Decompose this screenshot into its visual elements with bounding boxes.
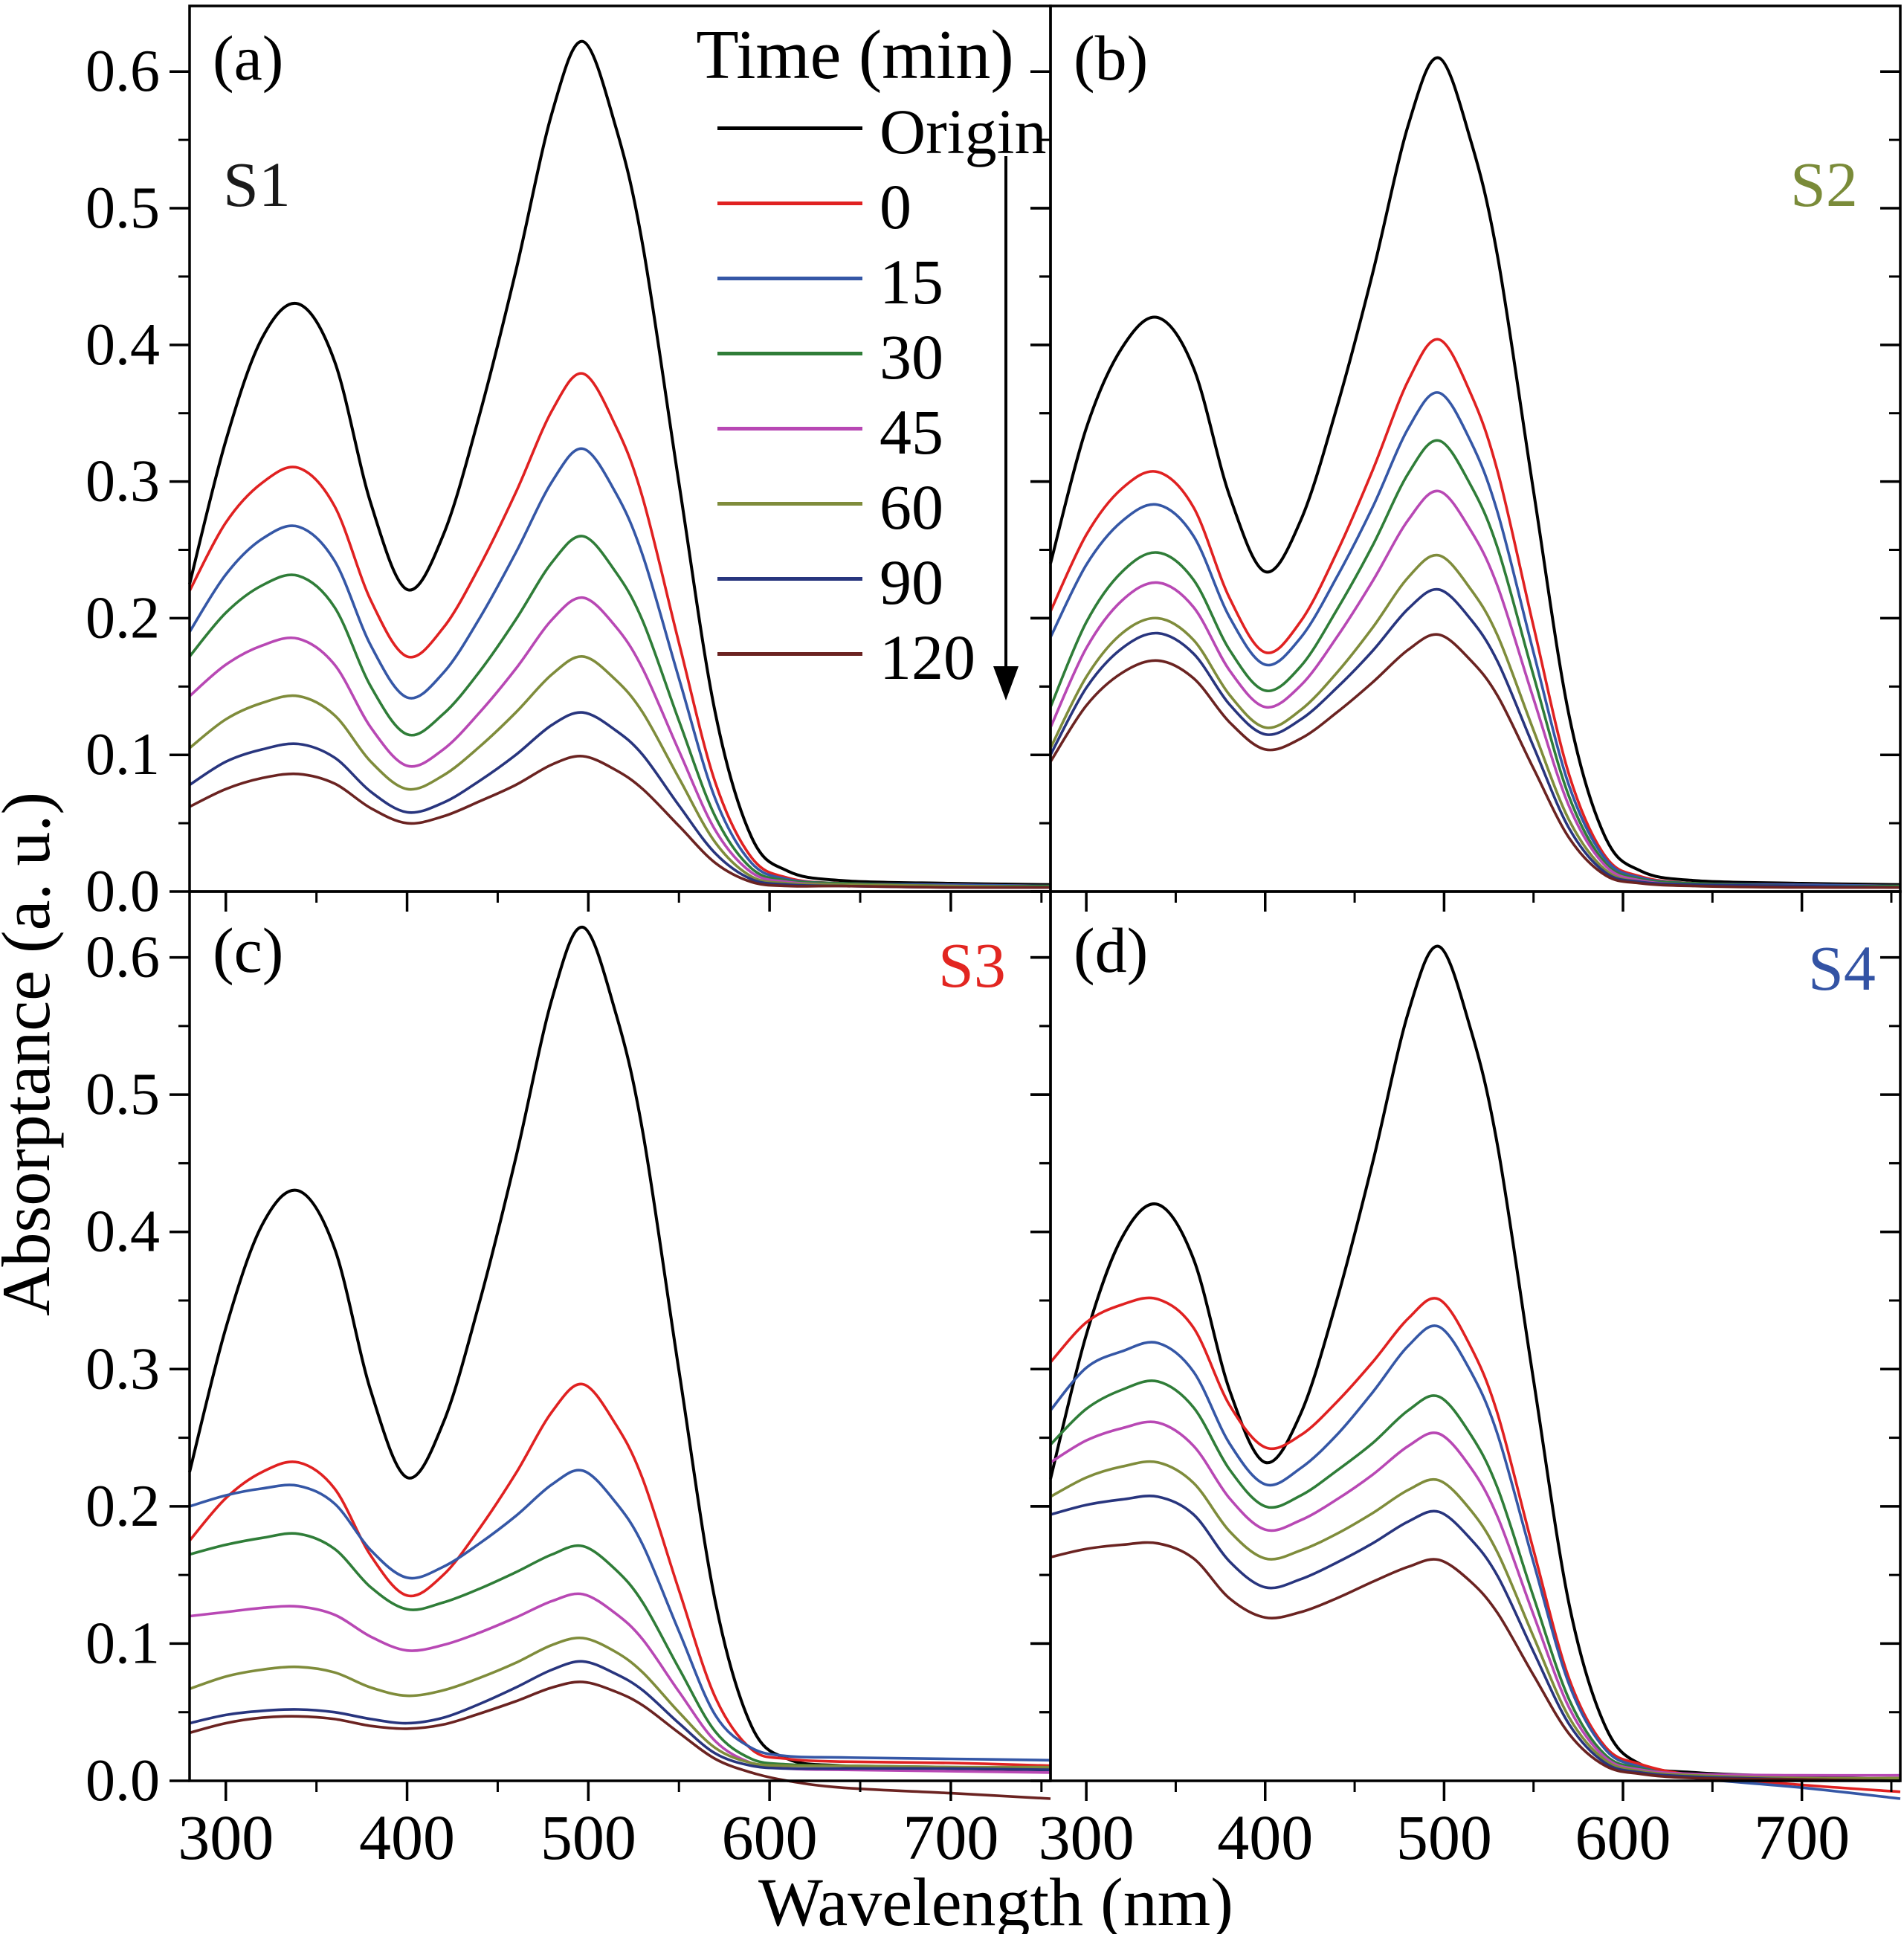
curve-c-Origin	[188, 926, 1051, 1772]
y-tick-label: 0.5	[85, 175, 160, 241]
x-tick-label: 500	[540, 1802, 636, 1873]
panel-letter-b: (b)	[1074, 22, 1149, 94]
y-tick-label: 0.6	[85, 925, 160, 990]
curve-d-Origin	[1049, 944, 1901, 1782]
curve-b-120	[1049, 633, 1901, 889]
curve-a-120	[189, 755, 1051, 889]
curve-c-0	[188, 1382, 1051, 1767]
legend-entry-Origin: Origin	[684, 91, 1047, 167]
curve-b-Origin	[1049, 56, 1901, 886]
sample-label-s3: S3	[938, 929, 1006, 1001]
x-tick-label: 300	[178, 1802, 274, 1873]
y-tick-label: 0.0	[85, 859, 160, 924]
legend-line-swatch	[717, 502, 862, 506]
y-tick-label: 0.3	[85, 1336, 160, 1402]
y-tick-label: 0.5	[85, 1062, 160, 1127]
curve-a-15	[188, 447, 1051, 888]
legend-entry-60: 60	[684, 466, 1033, 543]
curve-d-15	[1049, 1324, 1901, 1800]
x-tick-label: 600	[722, 1802, 818, 1873]
curve-c-60	[189, 1636, 1051, 1769]
legend-entry-15: 15	[684, 241, 1033, 318]
x-tick-label: 500	[1396, 1802, 1492, 1873]
panel-frame-d	[1049, 890, 1902, 1782]
sample-label-s4: S4	[1808, 932, 1876, 1004]
legend-entry-label: 60	[880, 471, 943, 543]
curve-b-15	[1049, 391, 1901, 888]
legend-entry-90: 90	[684, 541, 1033, 618]
y-tick-label: 0.4	[85, 1199, 160, 1265]
curve-d-60	[1050, 1460, 1901, 1780]
legend-line-swatch	[717, 427, 862, 431]
legend-entry-label: 15	[880, 246, 943, 318]
curve-d-0	[1049, 1296, 1901, 1793]
legend-entry-45: 45	[684, 391, 1033, 468]
legend-entry-120: 120	[684, 616, 1033, 693]
x-tick-label: 700	[1754, 1802, 1850, 1873]
y-tick-label: 0.2	[85, 585, 160, 651]
legend-entry-label: 30	[880, 321, 943, 393]
y-tick-label: 0.0	[85, 1748, 160, 1814]
x-tick-label: 400	[359, 1802, 455, 1873]
legend-entry-30: 30	[684, 316, 1033, 393]
legend-entry-label: Origin	[880, 96, 1047, 167]
x-tick-label: 600	[1575, 1802, 1671, 1873]
curve-a-90	[189, 711, 1051, 889]
panel-b	[1030, 4, 1902, 912]
panel-letter-c: (c)	[213, 915, 284, 986]
y-axis-title: Absorptance (a. u.)	[0, 791, 64, 1316]
curve-c-15	[189, 1469, 1051, 1762]
y-tick-label: 0.6	[85, 39, 160, 104]
sample-label-s2: S2	[1790, 149, 1858, 220]
curve-d-120	[1050, 1541, 1901, 1782]
down-arrow-icon	[993, 156, 1019, 700]
curve-c-120	[189, 1680, 1051, 1800]
legend-entry-label: 45	[880, 396, 943, 468]
panel-a: 0.0 0.1 0.2 0.3 0.4 0.5 0.6	[85, 4, 1052, 924]
y-tick-label: 0.1	[85, 1611, 160, 1676]
curve-a-0	[188, 372, 1051, 888]
legend-line-swatch	[717, 652, 862, 656]
y-tick-label: 0.1	[85, 722, 160, 787]
panel-d: 300 400 500 600 700	[1030, 890, 1902, 1873]
y-tick-label: 0.2	[85, 1474, 160, 1539]
legend-line-swatch	[717, 577, 862, 581]
legend-line-swatch	[717, 202, 862, 205]
legend-entry-label: 0	[880, 171, 911, 242]
sample-label-s1: S1	[223, 149, 291, 220]
y-tick-label: 0.4	[85, 312, 160, 378]
panel-letter-a: (a)	[213, 22, 284, 94]
curve-d-30	[1049, 1379, 1901, 1781]
curve-c-45	[189, 1592, 1051, 1774]
curve-c-30	[189, 1532, 1051, 1770]
curve-a-Origin	[188, 39, 1051, 886]
x-tick-label: 300	[1039, 1802, 1135, 1873]
x-axis-title: Wavelength (nm)	[758, 1864, 1233, 1934]
y-tick-label: 0.3	[85, 449, 160, 515]
legend-entry-label: 120	[880, 622, 975, 693]
curve-d-45	[1050, 1420, 1901, 1777]
legend-title: Time (min)	[696, 16, 1014, 94]
x-tick-label: 400	[1217, 1802, 1313, 1873]
legend: Time (min) Origin 0 15 30 45 60 90 120	[684, 15, 1047, 706]
curve-b-45	[1049, 489, 1901, 889]
x-tick-label: 700	[903, 1802, 998, 1873]
legend-line-swatch	[717, 126, 862, 130]
legend-entry-0: 0	[684, 166, 1033, 242]
curve-b-90	[1049, 587, 1901, 889]
panel-c: 0.0 0.1 0.2 0.3 0.4 0.5 0.6 300 400 500 600 700	[85, 890, 1052, 1873]
curve-d-90	[1050, 1495, 1901, 1782]
curve-c-90	[189, 1660, 1051, 1771]
curve-b-60	[1049, 553, 1901, 889]
legend-line-swatch	[717, 277, 862, 280]
curve-b-30	[1049, 439, 1901, 888]
panel-letter-d: (d)	[1074, 915, 1149, 986]
legend-entry-label: 90	[880, 547, 943, 618]
curve-b-0	[1049, 338, 1901, 888]
legend-line-swatch	[717, 352, 862, 355]
